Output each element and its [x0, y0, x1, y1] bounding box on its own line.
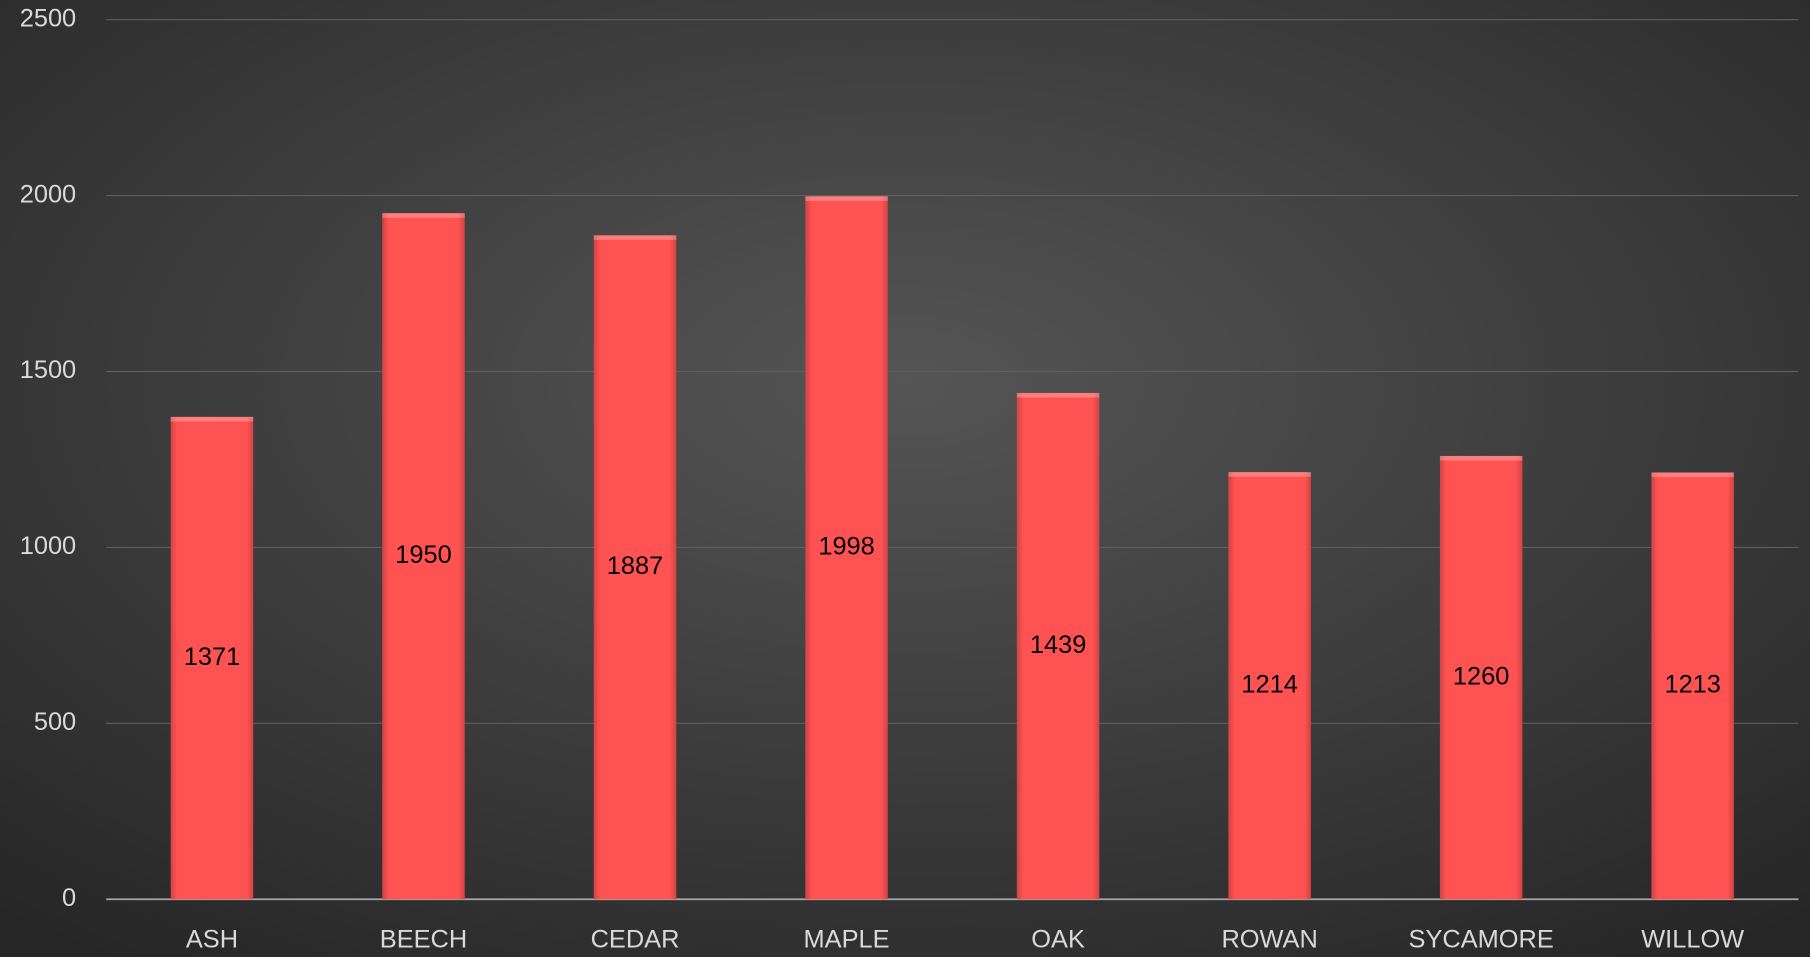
x-tick-label: MAPLE: [804, 926, 890, 954]
bar-shade: [1651, 472, 1734, 900]
data-label: 1213: [1664, 671, 1720, 699]
bar-shade: [1228, 472, 1311, 900]
bar-bevel: [1651, 472, 1734, 478]
bar-bevel: [1439, 455, 1523, 461]
data-label: 1439: [1030, 631, 1086, 659]
data-label: 1371: [184, 643, 240, 671]
bar-bevel: [1228, 472, 1311, 477]
x-tick-label: BEECH: [380, 926, 467, 954]
bar-shade: [382, 213, 465, 900]
data-label: 1214: [1241, 670, 1297, 698]
x-tick-label: OAK: [1031, 926, 1085, 954]
x-tick-label: SYCAMORE: [1409, 926, 1554, 954]
data-label: 1887: [607, 552, 663, 580]
bar-bevel: [382, 213, 465, 218]
bar-shade: [593, 235, 677, 900]
x-tick-label: WILLOW: [1641, 926, 1744, 954]
bar-bevel: [805, 196, 888, 201]
y-tick-label: 2500: [20, 4, 76, 32]
y-tick-label: 500: [34, 708, 76, 736]
bar-bevel: [170, 416, 254, 422]
bar-shade: [805, 196, 888, 900]
bar-bevel: [1016, 392, 1100, 398]
y-tick-label: 1000: [20, 532, 76, 560]
y-tick-label: 1500: [20, 356, 76, 384]
bar-shade: [1016, 392, 1100, 900]
bar-shade: [1439, 455, 1523, 900]
x-tick-label: ROWAN: [1221, 926, 1317, 954]
bar-bevel: [593, 235, 677, 240]
y-tick-label: 0: [62, 884, 76, 912]
data-label: 1998: [818, 532, 874, 560]
data-label: 1950: [395, 541, 451, 569]
x-tick-label: ASH: [186, 926, 238, 954]
y-tick-label: 2000: [20, 180, 76, 208]
x-tick-label: CEDAR: [591, 926, 680, 954]
data-label: 1260: [1453, 662, 1509, 690]
bar-shade: [170, 416, 254, 900]
